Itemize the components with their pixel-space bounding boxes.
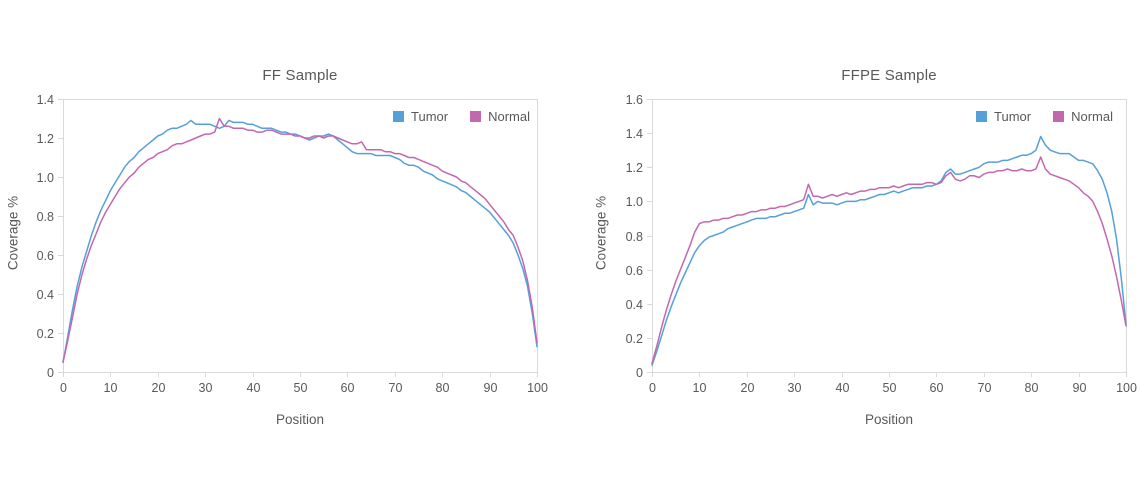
x-tick-label: 0 — [649, 381, 656, 395]
x-tick-label: 30 — [788, 381, 802, 395]
y-tick-label: 1.2 — [626, 161, 643, 175]
x-tick-label: 0 — [60, 381, 67, 395]
x-tick-label: 60 — [930, 381, 944, 395]
x-tick-label: 70 — [389, 381, 403, 395]
legend-label-tumor: Tumor — [994, 109, 1032, 124]
x-tick-label: 10 — [104, 381, 118, 395]
y-tick-label: 0.2 — [37, 327, 54, 341]
x-tick-label: 40 — [836, 381, 850, 395]
chart-ffpe-sample: 0 10 20 30 40 50 60 70 80 90 100 0 0.2 0.4 0.6 0.8 1.0 1.… — [570, 0, 1140, 500]
legend-label-tumor: Tumor — [411, 109, 449, 124]
x-tick-label: 90 — [1073, 381, 1087, 395]
y-tick-label: 1.4 — [626, 127, 643, 141]
y-tick-label: 0.2 — [626, 332, 643, 346]
x-tick-label: 90 — [484, 381, 498, 395]
x-tick-label: 50 — [883, 381, 897, 395]
ff-plot-area: 0 10 20 30 40 50 60 70 80 90 100 0 0.2 0.4 0.6 0.8 1.0 1.… — [37, 93, 548, 395]
tumor-swatch-icon — [393, 111, 405, 122]
series-line-normal — [651, 156, 1127, 365]
y-tick-label: 0.4 — [37, 288, 54, 302]
y-tick-label: 1.2 — [37, 132, 54, 146]
series-line-tumor — [651, 135, 1127, 366]
series-line-tumor — [62, 119, 538, 364]
legend-ff: Tumor Normal — [393, 109, 530, 124]
x-tick-label: 80 — [1025, 381, 1039, 395]
normal-swatch-icon — [1053, 111, 1065, 122]
x-tick-label: 20 — [741, 381, 755, 395]
x-axis-title-ff: Position — [275, 412, 325, 427]
x-tick-label: 20 — [152, 381, 166, 395]
legend-item-normal: Normal — [1053, 109, 1113, 124]
series-line-normal — [62, 117, 538, 364]
tumor-swatch-icon — [976, 111, 988, 122]
y-tick-label: 0 — [47, 366, 54, 380]
x-tick-label: 100 — [1116, 381, 1137, 395]
x-tick-label: 100 — [527, 381, 548, 395]
y-tick-label: 0.8 — [626, 230, 643, 244]
legend-ffpe: Tumor Normal — [976, 109, 1113, 124]
legend-item-normal: Normal — [470, 109, 530, 124]
ffpe-plot-area: 0 10 20 30 40 50 60 70 80 90 100 0 0.2 0.4 0.6 0.8 1.0 1.… — [626, 93, 1137, 395]
y-tick-label: 0 — [636, 366, 643, 380]
x-tick-label: 80 — [436, 381, 450, 395]
plot-border — [652, 99, 1127, 373]
y-axis-title-ff: Coverage % — [5, 195, 21, 271]
x-tick-label: 60 — [341, 381, 355, 395]
x-tick-label: 30 — [199, 381, 213, 395]
y-tick-label: 1.0 — [37, 171, 54, 185]
y-tick-label: 1.0 — [626, 195, 643, 209]
legend-label-normal: Normal — [488, 109, 530, 124]
y-tick-label: 1.4 — [37, 93, 54, 107]
legend-item-tumor: Tumor — [393, 109, 448, 124]
x-tick-label: 50 — [294, 381, 308, 395]
y-tick-label: 0.4 — [626, 298, 643, 312]
y-tick-label: 0.6 — [626, 264, 643, 278]
x-axis-title-ffpe: Position — [864, 412, 914, 427]
plot-border — [63, 99, 538, 373]
y-tick-label: 0.6 — [37, 249, 54, 263]
legend-label-normal: Normal — [1071, 109, 1113, 124]
legend-item-tumor: Tumor — [976, 109, 1031, 124]
y-axis-title-ffpe: Coverage % — [593, 195, 609, 271]
chart-ff-sample: 0 10 20 30 40 50 60 70 80 90 100 0 0.2 0.4 0.6 0.8 1.0 1.… — [5, 67, 548, 427]
x-tick-label: 40 — [247, 381, 261, 395]
chart-title-ffpe: FFPE Sample — [841, 67, 937, 84]
x-tick-label: 70 — [978, 381, 992, 395]
y-tick-label: 0.8 — [37, 210, 54, 224]
normal-swatch-icon — [470, 111, 482, 122]
x-tick-label: 10 — [693, 381, 707, 395]
chart-title-ff: FF Sample — [262, 67, 338, 84]
y-tick-label: 1.6 — [626, 93, 643, 107]
